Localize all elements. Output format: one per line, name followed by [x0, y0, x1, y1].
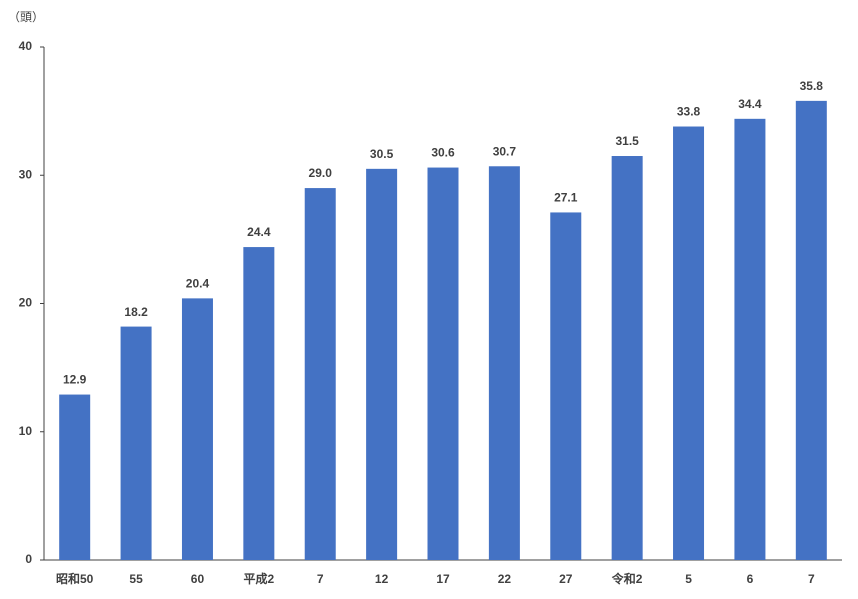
data-label: 27.1: [554, 191, 578, 205]
data-label: 18.2: [124, 305, 148, 319]
x-tick-label: 22: [498, 572, 512, 586]
data-label: 34.4: [738, 97, 762, 111]
y-tick-label: 0: [25, 552, 32, 566]
data-label: 12.9: [63, 373, 87, 387]
bar: [59, 394, 91, 560]
data-label: 20.4: [186, 277, 210, 291]
x-tick-label: 昭和50: [56, 571, 94, 586]
data-label: 24.4: [247, 225, 271, 239]
data-label: 33.8: [677, 105, 701, 119]
bar: [243, 247, 275, 560]
x-tick-label: 令和2: [611, 571, 643, 586]
data-label: 31.5: [615, 134, 639, 148]
bar: [611, 156, 643, 560]
x-tick-label: 27: [559, 572, 573, 586]
x-tick-label: 7: [808, 572, 815, 586]
bar: [304, 188, 336, 560]
x-tick-label: 6: [747, 572, 754, 586]
y-tick-label: 10: [19, 424, 33, 438]
bar: [734, 118, 766, 560]
bar: [488, 166, 520, 560]
data-label: 35.8: [800, 79, 824, 93]
x-tick-label: 60: [191, 572, 205, 586]
y-tick-label: 40: [19, 39, 33, 53]
bar: [550, 212, 582, 560]
y-tick-label: 20: [19, 296, 33, 310]
x-tick-label: 17: [436, 572, 450, 586]
data-label: 30.6: [431, 146, 455, 160]
x-tick-label: 5: [685, 572, 692, 586]
x-tick-label: 平成2: [244, 571, 275, 586]
data-label: 30.5: [370, 147, 394, 161]
bar: [181, 298, 213, 560]
bar: [366, 168, 398, 560]
bar: [673, 126, 705, 560]
x-tick-label: 55: [129, 572, 143, 586]
y-axis-label: （頭）: [8, 10, 44, 24]
data-label: 30.7: [493, 144, 517, 158]
x-tick-label: 7: [317, 572, 324, 586]
bar: [427, 167, 459, 560]
x-tick-label: 12: [375, 572, 389, 586]
bar: [120, 326, 152, 560]
bar: [795, 100, 827, 561]
y-tick-label: 30: [19, 167, 33, 181]
data-label: 29.0: [309, 166, 333, 180]
